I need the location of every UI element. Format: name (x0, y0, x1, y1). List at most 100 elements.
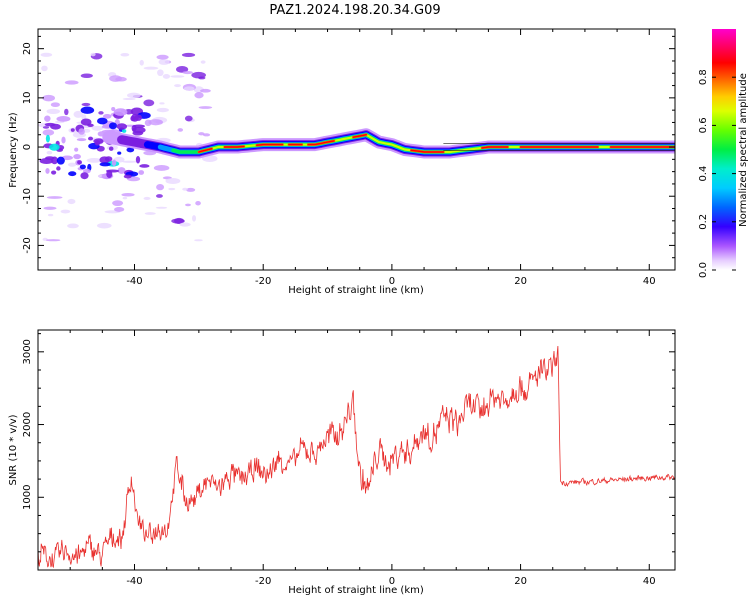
spectrogram-blob (179, 222, 191, 227)
spectrogram-blob (68, 171, 77, 177)
spectrogram-blob (42, 126, 50, 129)
snr-x-ticks: -40 -20 0 20 40 (37, 330, 656, 587)
spectrogram-blob (117, 167, 126, 174)
spectrogram-blob (78, 128, 85, 135)
spectrogram-blob (99, 156, 110, 164)
spectrogram-blob (96, 117, 108, 125)
spectrogram-blob (39, 158, 54, 164)
spectrogram-blob (80, 73, 93, 78)
spectrogram-blob (130, 115, 136, 122)
spectrogram-blob (183, 86, 195, 91)
spectrogram-blob (153, 165, 170, 171)
spectrogram-blob (90, 52, 96, 57)
colorbar-tick-label: 0.4 (698, 166, 709, 182)
spectrogram-blob (64, 108, 69, 116)
snr-y-label: SNR (10 * v/v) (8, 414, 19, 485)
spectrogram-blob (198, 76, 206, 80)
figure-title: PAZ1.2024.198.20.34.G09 (269, 3, 440, 18)
spectrogram-blob (121, 193, 135, 197)
spectrogram-blob (56, 156, 65, 165)
colorbar-scale (712, 29, 736, 270)
spectrogram-blob (113, 108, 128, 116)
spectrogram-blob (126, 147, 135, 153)
spectrogram-blob (138, 170, 145, 175)
spectrogram-blob (70, 128, 75, 132)
spectrogram-blob (113, 156, 125, 163)
y-tick-label: 2000 (22, 412, 33, 437)
spectrogram-blob (200, 60, 206, 64)
spectrogram-blob (88, 136, 94, 141)
spectrogram-blob (122, 160, 138, 163)
spectrogram-blob (79, 164, 86, 170)
spectrogram-blob (50, 123, 61, 130)
spectrogram-blob (170, 75, 185, 78)
spectrogram-blob (155, 206, 168, 209)
spectrogram-blob (109, 122, 118, 130)
spectrogram-blob (198, 106, 213, 109)
spectrogram-blob (194, 92, 204, 99)
spectrogram-blob (40, 52, 53, 57)
spectrogram-blob (96, 222, 112, 229)
colorbar-ticks: 0.0 0.2 0.4 0.6 0.8 (698, 69, 736, 278)
spectrogram-blob (81, 102, 91, 107)
spectrogram-blob (159, 102, 165, 105)
spectrogram-blob (122, 196, 128, 200)
spectrogram-blob (45, 239, 61, 242)
spectrogram-ridge-core (198, 148, 213, 153)
spectrogram-blob (108, 146, 114, 151)
x-tick-label: 40 (643, 276, 656, 287)
spectrogram-blob (122, 97, 136, 101)
x-tick-label: 20 (514, 576, 527, 587)
spectrogram-blob (98, 111, 104, 115)
colorbar-label: Normalized spectral amplitude (738, 73, 749, 227)
spectrogram-blob (174, 84, 181, 88)
spectrogram-ridge (102, 128, 675, 159)
x-tick-label: -20 (255, 576, 271, 587)
spectrogram-blob (60, 209, 71, 214)
y-tick-label: -10 (22, 188, 33, 204)
spectrogram-blob (120, 52, 130, 57)
spectrogram-blob (182, 187, 188, 191)
spectrogram-blob (73, 110, 84, 118)
spectrogram-blob (144, 119, 152, 127)
spectrogram-blob (102, 113, 112, 119)
spectrogram-blob (148, 119, 164, 126)
x-tick-label: -40 (126, 576, 142, 587)
snr-x-label: Height of straight line (km) (288, 585, 424, 596)
spectrogram-blob (139, 59, 144, 66)
spectrogram-blob (168, 187, 176, 191)
spectrogram-blob (64, 80, 79, 85)
spectrogram-blob (44, 115, 51, 122)
spectrogram-blob (45, 167, 50, 174)
spectrogram-blob (46, 150, 53, 155)
y-tick-label: -20 (22, 237, 33, 253)
spectrogram-ridge-core (352, 134, 367, 138)
spectrogram-ridge-core (307, 140, 335, 146)
spectrogram-blob (111, 159, 117, 166)
spectrogram-blob (139, 164, 150, 168)
spectrogram-blob (50, 102, 60, 108)
spectrogram-blob (41, 65, 48, 72)
spectrogram-blob (158, 59, 170, 65)
spectrogram-blob (162, 74, 171, 79)
spectrogram-blob (165, 178, 181, 185)
y-tick-label: 1000 (22, 485, 33, 510)
spectrogram-blob (185, 187, 196, 192)
spectrogram-blob (99, 162, 111, 167)
spectrogram-blob (123, 174, 132, 179)
y-tick-label: 10 (22, 91, 33, 104)
spectrogram-blob (76, 138, 87, 142)
spectrogram-blob (80, 172, 89, 180)
spectrogram-blob (195, 200, 201, 206)
spectrogram-blob (184, 115, 193, 122)
snr-series-line (38, 345, 675, 569)
spectrogram-ridge-core (481, 146, 509, 149)
spectrogram-blob (156, 183, 165, 191)
spectrogram-blob (51, 156, 58, 165)
spectrogram-blob (202, 155, 218, 163)
spectrogram-blob (91, 125, 104, 131)
spectrogram-blob (87, 123, 94, 128)
y-tick-label: 20 (22, 42, 33, 55)
spectrogram-blob (156, 107, 169, 113)
